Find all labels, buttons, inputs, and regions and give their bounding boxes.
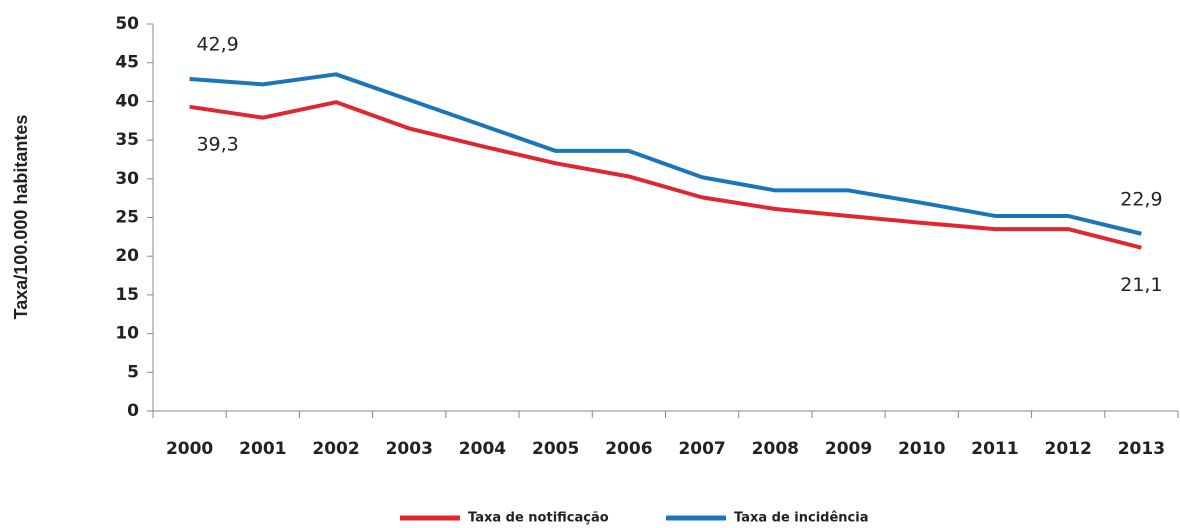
- x-tick-label: 2004: [459, 439, 506, 459]
- y-tick-label: 30: [115, 169, 139, 189]
- x-tick-label: 2007: [678, 439, 725, 459]
- x-tick-label: 2006: [605, 439, 652, 459]
- y-tick-label: 20: [115, 246, 139, 266]
- x-tick-label: 2002: [312, 439, 359, 459]
- y-tick-label: 50: [115, 14, 139, 34]
- legend-label: Taxa de incidência: [734, 511, 868, 526]
- x-tick-label: 2000: [166, 439, 213, 459]
- data-label: 21,1: [1120, 274, 1162, 296]
- x-tick-label: 2003: [386, 439, 433, 459]
- line-series: [189, 100, 1142, 250]
- legend-label: Taxa de notificação: [468, 511, 609, 526]
- x-tick-label: 2001: [239, 439, 286, 459]
- y-tick-label: 40: [115, 91, 139, 111]
- x-tick-label: 2012: [1045, 439, 1092, 459]
- x-tick-label: 2009: [825, 439, 872, 459]
- data-label: 39,3: [196, 133, 238, 155]
- y-tick-label: 35: [115, 130, 139, 150]
- x-tick-label: 2011: [971, 439, 1018, 459]
- y-tick-label: 5: [127, 362, 139, 382]
- data-label: 22,9: [1120, 188, 1162, 210]
- line-series: [189, 72, 1142, 236]
- y-tick-label: 10: [115, 324, 139, 344]
- y-axis-title: Taxa/100.000 habitantes: [11, 115, 31, 320]
- data-label: 42,9: [196, 33, 238, 55]
- y-tick-label: 0: [127, 401, 139, 421]
- x-tick-label: 2008: [752, 439, 799, 459]
- y-tick-label: 25: [115, 208, 139, 228]
- y-tick-label: 15: [115, 285, 139, 305]
- x-tick-label: 2013: [1118, 439, 1165, 459]
- x-tick-label: 2010: [898, 439, 945, 459]
- y-tick-label: 45: [115, 53, 139, 73]
- x-tick-label: 2005: [532, 439, 579, 459]
